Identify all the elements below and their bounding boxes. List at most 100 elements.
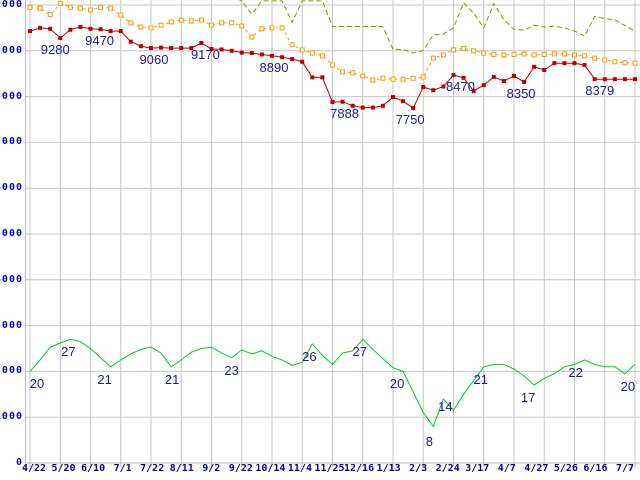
mid-dashed-orange-marker — [491, 51, 497, 57]
main-red-marker — [38, 25, 43, 30]
main-red-marker — [380, 103, 385, 108]
x-tick-label: 4/7 — [497, 463, 516, 474]
mid-dashed-orange-marker — [481, 50, 487, 56]
main-red-marker — [88, 26, 93, 31]
mid-dashed-orange-marker — [410, 75, 416, 81]
mid-dashed-orange-marker — [138, 24, 144, 30]
mid-dashed-orange-marker — [340, 69, 346, 75]
point-label: 8350 — [506, 85, 536, 101]
mid-dashed-orange-marker — [330, 62, 335, 68]
point-label: 20 — [620, 378, 636, 394]
mid-dashed-orange-marker — [461, 46, 467, 52]
y-tick-label: 1000 — [0, 411, 23, 423]
mid-dashed-orange-marker — [289, 42, 295, 48]
point-label: 9170 — [190, 47, 220, 62]
main-red-marker — [360, 105, 365, 110]
point-label: 9470 — [85, 33, 115, 49]
point-label: 27 — [352, 344, 367, 360]
main-red-marker — [249, 51, 254, 56]
mid-dashed-orange-marker — [209, 22, 214, 28]
point-label: 8890 — [259, 59, 289, 75]
point-label: 20 — [29, 376, 45, 392]
main-red-marker — [350, 103, 355, 108]
mid-dashed-orange-marker — [360, 73, 366, 79]
main-red-marker — [270, 53, 274, 58]
y-tick-label: 6000 — [0, 182, 23, 194]
mid-dashed-orange-marker — [511, 51, 517, 57]
main-red-marker — [98, 27, 103, 32]
main-red-marker — [320, 75, 325, 80]
main-red-marker — [189, 46, 194, 51]
y-tick-label: 5000 — [0, 228, 23, 239]
main-red-marker — [138, 44, 143, 49]
point-label: 21 — [473, 371, 488, 387]
main-red-marker — [78, 24, 83, 29]
main-red-marker — [532, 64, 537, 69]
mid-dashed-orange-marker — [77, 5, 83, 11]
point-label: 17 — [520, 390, 536, 406]
main-red-marker — [330, 100, 335, 105]
main-red-marker — [471, 89, 476, 94]
main-red-marker — [199, 41, 204, 46]
mid-dashed-orange-marker — [319, 53, 325, 59]
mid-dashed-orange-marker — [592, 55, 598, 61]
lower-green-line — [29, 338, 636, 428]
x-tick-label: 7/22 — [140, 463, 165, 474]
mid-dashed-orange-marker — [582, 53, 588, 59]
point-label: 8379 — [585, 83, 615, 99]
main-red-marker — [340, 99, 345, 104]
y-tick-label: 4000 — [0, 273, 23, 285]
x-tick-label: 9/2 — [202, 463, 221, 474]
y-tick-label: 7000 — [0, 136, 23, 148]
main-red-marker — [229, 48, 234, 53]
point-label: 8 — [425, 434, 433, 450]
mid-dashed-orange-marker — [168, 19, 174, 25]
mid-dashed-orange-marker — [269, 25, 275, 31]
x-tick-label: 7/7 — [615, 463, 635, 474]
main-red-marker — [149, 46, 153, 51]
y-tick-label: 3000 — [0, 319, 23, 331]
main-red-marker — [552, 61, 557, 66]
x-tick-label: 6/16 — [583, 463, 608, 474]
point-label: 8470 — [446, 79, 475, 95]
main-red-marker — [28, 29, 32, 34]
main-red-marker — [118, 29, 123, 34]
main-red-marker — [370, 105, 375, 110]
y-tick-label: 0 — [15, 457, 23, 468]
main-red-marker — [522, 79, 527, 84]
mid-dashed-orange-marker — [370, 77, 376, 83]
mid-dashed-orange-marker — [440, 52, 446, 58]
mid-dashed-orange-marker — [118, 12, 124, 18]
mid-dashed-orange-marker — [602, 57, 608, 63]
main-red-marker — [461, 75, 466, 80]
y-tick-label: 2000 — [0, 365, 23, 377]
mid-dashed-orange-marker — [400, 76, 406, 82]
main-red-marker — [592, 77, 597, 82]
mid-dashed-orange-marker — [309, 50, 315, 56]
x-tick-label: 5/20 — [51, 463, 76, 474]
y-tick-label: 10000 — [0, 0, 23, 10]
point-label: 26 — [302, 348, 317, 364]
x-tick-label: 3/17 — [465, 463, 490, 474]
mid-dashed-orange-marker — [501, 52, 507, 58]
mid-dashed-orange-marker — [188, 18, 194, 24]
mid-dashed-orange-marker — [299, 47, 305, 53]
mid-dashed-orange-marker — [622, 60, 628, 66]
x-tick-label: 11/4 — [287, 463, 312, 474]
main-red-marker — [612, 77, 617, 82]
mid-dashed-orange-marker — [88, 7, 93, 13]
main-red-marker — [108, 29, 113, 34]
main-red-marker — [491, 74, 496, 79]
point-label: 21 — [164, 371, 180, 387]
main-red-marker — [280, 55, 285, 60]
main-red-marker — [431, 88, 436, 93]
x-tick-label: 2/3 — [409, 463, 428, 474]
main-red-marker — [68, 27, 73, 32]
main-red-marker — [441, 84, 446, 89]
point-label: 21 — [97, 371, 112, 387]
main-red-marker — [481, 83, 486, 88]
mid-dashed-orange-marker — [451, 47, 456, 53]
x-tick-label: 4/22 — [21, 463, 47, 474]
